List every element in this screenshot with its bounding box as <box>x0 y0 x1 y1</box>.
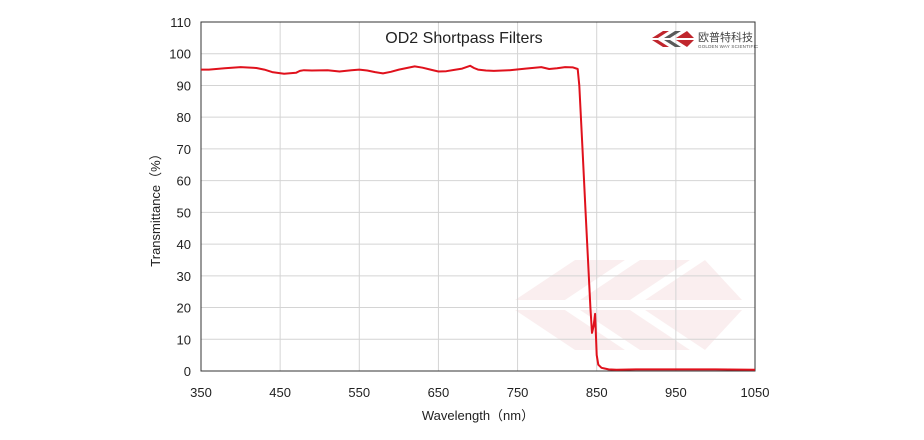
y-axis-ticks: 0 10 20 30 40 50 60 70 80 90 100 110 <box>169 15 191 379</box>
y-tick-label: 60 <box>177 174 191 189</box>
y-tick-label: 0 <box>184 364 191 379</box>
y-tick-label: 50 <box>177 205 191 220</box>
x-axis-title: Wavelength（nm） <box>422 408 534 423</box>
x-tick-label: 850 <box>586 385 608 400</box>
y-tick-label: 110 <box>170 15 191 30</box>
x-tick-label: 1050 <box>741 385 770 400</box>
brand-logo: 欧普特科技 GOLDEN WAY SCIENTIFIC <box>652 30 759 49</box>
y-tick-label: 20 <box>177 301 191 316</box>
y-tick-label: 100 <box>169 47 191 62</box>
x-tick-label: 950 <box>665 385 687 400</box>
y-tick-label: 80 <box>177 110 191 125</box>
x-axis-ticks: 350 450 550 650 750 850 950 1050 <box>190 385 769 400</box>
series-line <box>201 64 756 371</box>
x-tick-label: 450 <box>269 385 291 400</box>
chart-title: OD2 Shortpass Filters <box>385 30 542 47</box>
plot-frame <box>200 21 756 372</box>
brand-mark-icon <box>652 31 694 47</box>
y-tick-label: 30 <box>177 269 191 284</box>
y-axis-title: Transmittance（%） <box>148 147 163 266</box>
x-tick-label: 650 <box>428 385 450 400</box>
y-tick-label: 70 <box>177 142 191 157</box>
x-tick-label: 550 <box>348 385 370 400</box>
y-tick-label: 40 <box>177 237 191 252</box>
grid <box>201 22 755 371</box>
brand-name-cn: 欧普特科技 <box>698 30 753 44</box>
brand-name-en: GOLDEN WAY SCIENTIFIC <box>698 44 759 49</box>
y-tick-label: 10 <box>177 332 191 347</box>
y-tick-label: 90 <box>177 78 191 93</box>
x-tick-label: 750 <box>507 385 529 400</box>
x-tick-label: 350 <box>190 385 212 400</box>
watermark-logo <box>515 260 742 350</box>
